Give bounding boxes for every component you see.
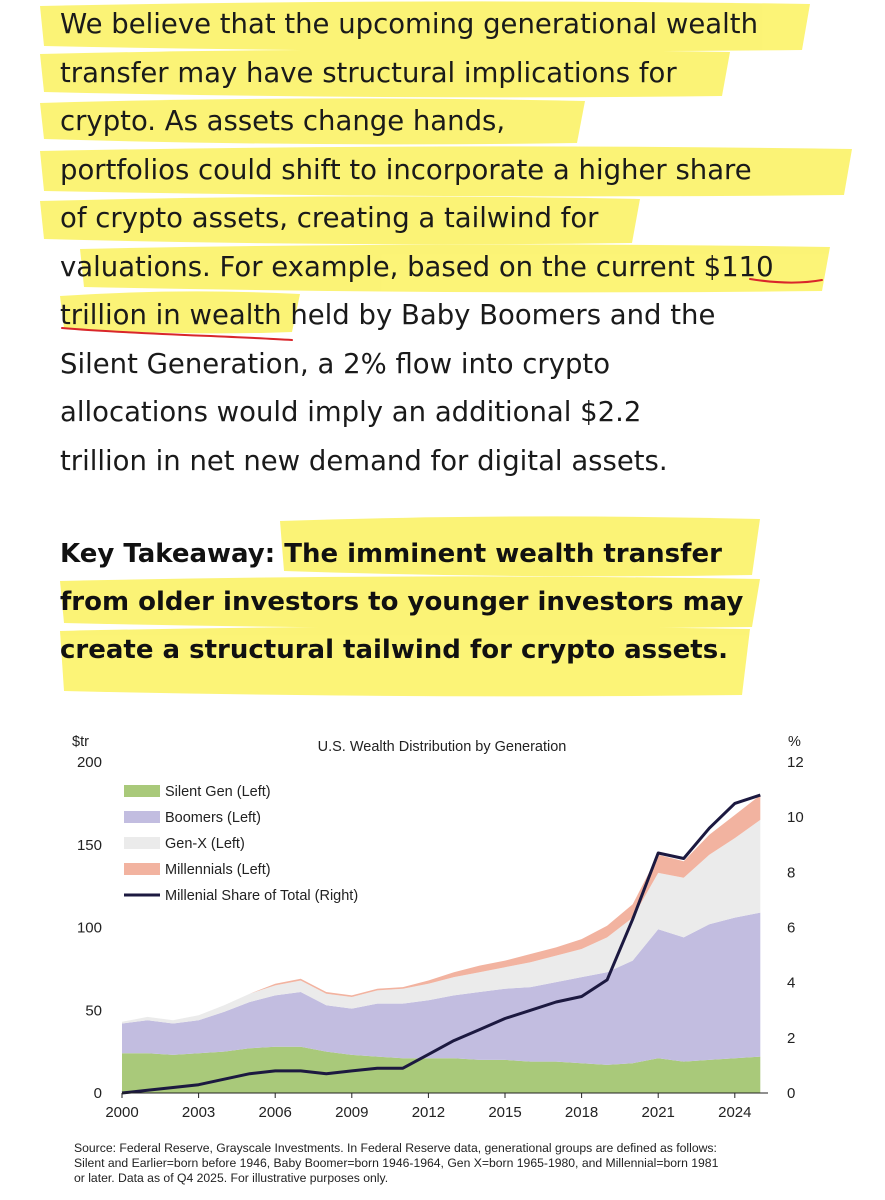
x-tick-label: 2006 — [259, 1104, 292, 1121]
paragraph-line: crypto. As assets change hands, — [60, 105, 506, 137]
source-line: Source: Federal Reserve, Grayscale Inves… — [74, 1141, 717, 1155]
millennials-area — [122, 795, 761, 1022]
paragraph-line: allocations would imply an additional $2… — [60, 396, 642, 428]
paragraph-line: Silent Generation, a 2% flow into crypto — [60, 347, 611, 380]
legend-swatch — [124, 811, 160, 823]
right-y-tick-label: 10 — [787, 809, 804, 826]
left-y-tick-label: 50 — [85, 1002, 102, 1019]
key-takeaway-line: The imminent wealth transfer — [284, 539, 722, 569]
source-line: Silent and Earlier=born before 1946, Bab… — [74, 1156, 719, 1170]
paragraph-line: valuations. For example, based on the cu… — [60, 250, 774, 283]
x-tick-label: 2009 — [335, 1104, 368, 1121]
paragraph-line: trillion in wealth held by Baby Boomers … — [60, 299, 716, 331]
x-tick-label: 2024 — [718, 1104, 751, 1121]
right-axis-unit: % — [788, 734, 801, 750]
chart-title: U.S. Wealth Distribution by Generation — [318, 739, 567, 755]
paragraph-line: of crypto assets, creating a tailwind fo… — [60, 202, 599, 234]
legend-label: Silent Gen (Left) — [165, 784, 271, 800]
gen-x-area — [122, 819, 761, 1024]
right-y-tick-label: 12 — [787, 754, 804, 771]
boomers-area — [122, 912, 761, 1065]
paragraph-line: transfer may have structural implication… — [60, 56, 677, 89]
right-y-tick-label: 0 — [787, 1085, 795, 1102]
share-line-group — [121, 793, 761, 1095]
wealth-distribution-chart: U.S. Wealth Distribution by Generation $… — [72, 734, 804, 1121]
x-tick-label: 2015 — [488, 1104, 521, 1121]
body-paragraph: We believe that the upcoming generationa… — [60, 0, 850, 485]
right-y-tick-label: 8 — [787, 864, 795, 881]
left-y-tick-label: 150 — [77, 837, 102, 854]
paragraph-line: portfolios could shift to incorporate a … — [60, 153, 752, 186]
x-tick-label: 2012 — [412, 1104, 445, 1121]
key-takeaway-label: Key Takeaway: — [60, 539, 276, 569]
key-takeaway-line: from older investors to younger investor… — [60, 587, 744, 617]
legend-label: Millennials (Left) — [165, 862, 271, 878]
legend-swatch — [124, 785, 160, 797]
source-line: or later. Data as of Q4 2025. For illust… — [74, 1171, 389, 1185]
source-note: Source: Federal Reserve, Grayscale Inves… — [74, 1141, 864, 1186]
legend-swatch — [124, 863, 160, 875]
x-tick-label: 2018 — [565, 1104, 598, 1121]
silent-gen-area — [122, 1046, 761, 1093]
left-y-tick-label: 200 — [77, 754, 102, 771]
legend-swatch — [124, 837, 160, 849]
left-y-tick-label: 0 — [94, 1085, 102, 1102]
x-tick-label: 2003 — [182, 1104, 215, 1121]
legend-label: Millenial Share of Total (Right) — [165, 888, 358, 904]
paragraph-line: trillion in net new demand for digital a… — [60, 444, 668, 477]
left-axis-unit: $tr — [72, 734, 89, 750]
paragraph-line: We believe that the upcoming generationa… — [60, 8, 759, 40]
legend: Silent Gen (Left) Boomers (Left) Gen-X (Le… — [124, 784, 358, 904]
millennial-share-line — [121, 793, 761, 1095]
right-y-tick-label: 6 — [787, 920, 795, 937]
legend-label: Gen-X (Left) — [165, 836, 245, 852]
key-takeaway: Key Takeaway: The imminent wealth transf… — [60, 530, 860, 674]
x-tick-label: 2000 — [105, 1104, 138, 1121]
left-y-tick-label: 100 — [77, 920, 102, 937]
key-takeaway-line: create a structural tailwind for crypto … — [60, 635, 729, 665]
stacked-areas — [122, 795, 761, 1093]
axes: 2000 2003 2006 2009 2012 2015 2018 2021 20240501… — [77, 754, 804, 1121]
right-y-tick-label: 2 — [787, 1030, 795, 1047]
right-y-tick-label: 4 — [787, 975, 795, 992]
legend-label: Boomers (Left) — [165, 810, 261, 826]
x-tick-label: 2021 — [642, 1104, 675, 1121]
